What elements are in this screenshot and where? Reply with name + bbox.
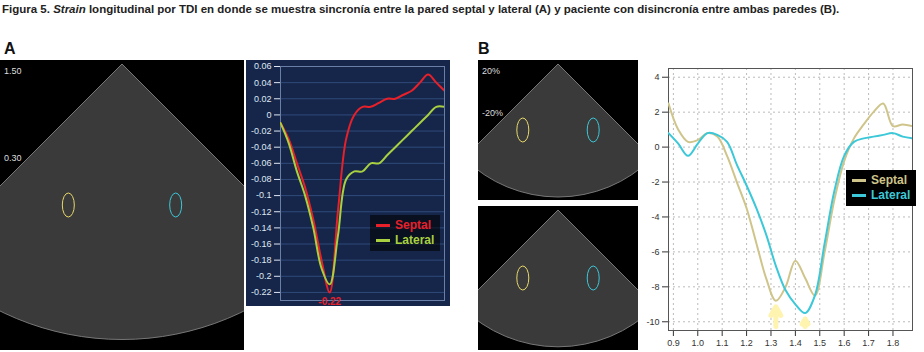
svg-text:-0.22: -0.22 [318, 296, 341, 306]
svg-text:0: 0 [266, 110, 271, 120]
html-text:Septal: Septal [871, 173, 907, 187]
svg-text:1.5: 1.5 [814, 338, 827, 348]
html-text:A: A [4, 40, 16, 57]
svg-text:-0.18: -0.18 [251, 255, 272, 265]
svg-text:1.6: 1.6 [838, 338, 851, 348]
html-text:20%: 20% [482, 66, 500, 76]
svg-text:1.4: 1.4 [789, 338, 802, 348]
html-text:-20%: -20% [482, 108, 503, 118]
svg-text:-8: -8 [651, 282, 659, 292]
html-text:Septal: Septal [395, 218, 431, 232]
svg-text:-0.1: -0.1 [256, 190, 272, 200]
svg-text:-0.02: -0.02 [251, 126, 272, 136]
svg-text:1.1: 1.1 [716, 338, 729, 348]
svg-text:-0.06: -0.06 [251, 158, 272, 168]
svg-text:-10: -10 [646, 317, 659, 327]
html-text:0.30: 0.30 [4, 153, 22, 163]
svg-text:1.7: 1.7 [862, 338, 875, 348]
svg-text:-2: -2 [651, 177, 659, 187]
html-text:Lateral: Lateral [395, 233, 435, 247]
svg-text:0.06: 0.06 [254, 61, 272, 71]
svg-text:1.2: 1.2 [740, 338, 753, 348]
svg-text:-0.22: -0.22 [251, 287, 272, 297]
svg-text:2: 2 [654, 107, 659, 117]
svg-text:0.9: 0.9 [667, 338, 680, 348]
svg-text:1.8: 1.8 [887, 338, 900, 348]
svg-text:1.3: 1.3 [765, 338, 778, 348]
svg-text:-0.14: -0.14 [251, 223, 272, 233]
svg-text:0.02: 0.02 [254, 94, 272, 104]
svg-text:-6: -6 [651, 247, 659, 257]
html-text:Lateral: Lateral [871, 188, 911, 202]
html-text:Figura 5. Strain longitudinal: Figura 5. Strain longitudinal por TDI en… [2, 3, 840, 15]
svg-text:-0.16: -0.16 [251, 239, 272, 249]
html-text:B: B [478, 40, 490, 57]
svg-text:-0.04: -0.04 [251, 142, 272, 152]
svg-text:-0.12: -0.12 [251, 207, 272, 217]
svg-text:0.04: 0.04 [254, 78, 272, 88]
svg-text:-0.08: -0.08 [251, 174, 272, 184]
svg-text:1.0: 1.0 [692, 338, 705, 348]
svg-text:4: 4 [654, 72, 659, 82]
svg-text:-4: -4 [651, 212, 659, 222]
svg-text:-0.2: -0.2 [256, 271, 272, 281]
svg-text:0: 0 [654, 142, 659, 152]
html-text:1.50: 1.50 [4, 66, 22, 76]
